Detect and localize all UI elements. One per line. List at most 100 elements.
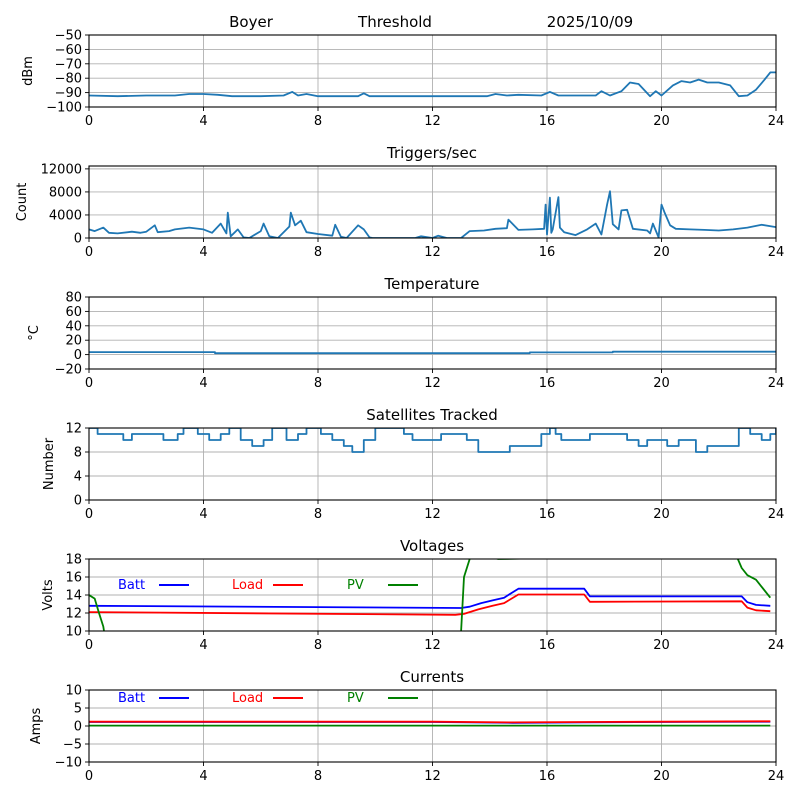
y-tick-label: −5	[63, 738, 82, 753]
x-tick-label: 4	[199, 638, 207, 653]
x-tick-label: 8	[314, 114, 322, 129]
x-tick-label: 20	[653, 638, 670, 653]
x-tick-label: 24	[768, 245, 785, 260]
y-tick-label: 4	[74, 470, 82, 485]
x-tick-label: 20	[653, 769, 670, 784]
x-tick-label: 0	[85, 376, 93, 391]
y-tick-label: −100	[46, 101, 82, 116]
panel-title: Triggers/sec	[386, 144, 477, 162]
y-tick-label: 5	[74, 702, 82, 717]
figure-title: Boyer Threshold 2025/10/09	[229, 13, 633, 31]
y-tick-label: 12000	[41, 162, 82, 177]
x-tick-label: 20	[653, 376, 670, 391]
y-tick-label: 12	[65, 607, 82, 622]
x-tick-label: 20	[653, 245, 670, 260]
legend-label-pv: PV	[347, 578, 364, 593]
y-tick-label: 8000	[49, 185, 82, 200]
y-tick-label: 0	[74, 494, 82, 509]
x-tick-label: 12	[424, 245, 441, 260]
panel-title: Temperature	[383, 275, 479, 293]
y-axis-label: dBm	[21, 56, 36, 86]
y-tick-label: 0	[74, 348, 82, 363]
y-tick-label: −70	[55, 57, 82, 72]
x-tick-label: 16	[539, 376, 556, 391]
x-tick-label: 24	[768, 114, 785, 129]
x-tick-label: 20	[653, 507, 670, 522]
x-tick-label: 12	[424, 769, 441, 784]
x-tick-label: 12	[424, 638, 441, 653]
axes-frame	[88, 165, 777, 239]
panel-title: Voltages	[400, 537, 464, 555]
x-tick-label: 4	[199, 376, 207, 391]
x-tick-label: 0	[85, 638, 93, 653]
series-line-temperature	[89, 350, 776, 355]
panel-title: Currents	[400, 668, 464, 686]
ticks: 0 4 8 12 16 20 24 10 12 14 16 18	[65, 553, 784, 654]
legend-label-batt: Batt	[118, 578, 145, 593]
series	[89, 71, 776, 98]
axes-frame	[88, 296, 777, 370]
y-axis-label: Amps	[29, 707, 44, 744]
panel-title: Satellites Tracked	[366, 406, 497, 424]
y-tick-label: 80	[65, 291, 82, 306]
y-tick-label: 8	[74, 446, 82, 461]
triggers-panel: Triggers/sec Count 0 4 8 12 16 20 24 0 4000 8000 1…	[15, 144, 784, 260]
series-line-batt	[89, 587, 771, 609]
x-tick-label: 4	[199, 769, 207, 784]
x-tick-label: 4	[199, 114, 207, 129]
x-tick-label: 8	[314, 507, 322, 522]
series-line-threshold	[89, 71, 776, 98]
y-tick-label: 14	[65, 589, 82, 604]
y-tick-label: 0	[74, 232, 82, 247]
ticks: 0 4 8 12 16 20 24 0 4000 8000 12000	[41, 162, 785, 260]
y-tick-label: 10	[65, 625, 82, 640]
x-tick-label: 4	[199, 507, 207, 522]
x-tick-label: 0	[85, 507, 93, 522]
axes-frame	[88, 558, 777, 632]
title-plot: Threshold	[357, 13, 432, 31]
legend-label-load: Load	[232, 691, 263, 706]
y-tick-label: 16	[65, 571, 82, 586]
x-tick-label: 0	[85, 769, 93, 784]
x-tick-label: 0	[85, 245, 93, 260]
y-tick-label: 20	[65, 334, 82, 349]
x-tick-label: 12	[424, 376, 441, 391]
y-axis-label: °C	[27, 325, 42, 341]
y-tick-label: −50	[55, 29, 82, 44]
title-date: 2025/10/09	[547, 13, 633, 31]
x-tick-label: 24	[768, 507, 785, 522]
currents-panel: Currents Amps 0 4 8 12 16 20 24 −10 −5 0 5 10 Batt L…	[29, 668, 784, 784]
x-tick-label: 12	[424, 114, 441, 129]
x-tick-label: 4	[199, 245, 207, 260]
ticks: 0 4 8 12 16 20 24 0 4 8 12	[65, 422, 784, 523]
satellites-panel: Satellites Tracked Number 0 4 8 12 16 20 24 0 4 8…	[42, 406, 784, 522]
x-tick-label: 8	[314, 376, 322, 391]
series-line-load	[89, 720, 771, 724]
y-axis-label: Count	[15, 183, 30, 222]
y-tick-label: 4000	[49, 208, 82, 223]
x-tick-label: 20	[653, 114, 670, 129]
y-axis-label: Volts	[41, 579, 56, 611]
series	[89, 559, 772, 631]
y-tick-label: 0	[74, 720, 82, 735]
legend: Batt Load PV	[118, 691, 418, 706]
y-tick-label: 40	[65, 319, 82, 334]
legend-label-batt: Batt	[118, 691, 145, 706]
axes-frame	[88, 689, 777, 763]
series-line-triggers	[89, 190, 776, 238]
series	[89, 350, 776, 355]
x-tick-label: 16	[539, 769, 556, 784]
series-line-pv	[89, 559, 772, 631]
x-tick-label: 16	[539, 245, 556, 260]
voltages-panel: Voltages Volts 0 4 8 12 16 20 24 10 12 14 16 18 Bat…	[41, 537, 784, 653]
y-tick-label: 12	[65, 422, 82, 437]
y-tick-label: 10	[65, 684, 82, 699]
legend-label-pv: PV	[347, 691, 364, 706]
x-tick-label: 16	[539, 507, 556, 522]
legend: Batt Load PV	[118, 578, 418, 593]
series	[89, 190, 776, 238]
